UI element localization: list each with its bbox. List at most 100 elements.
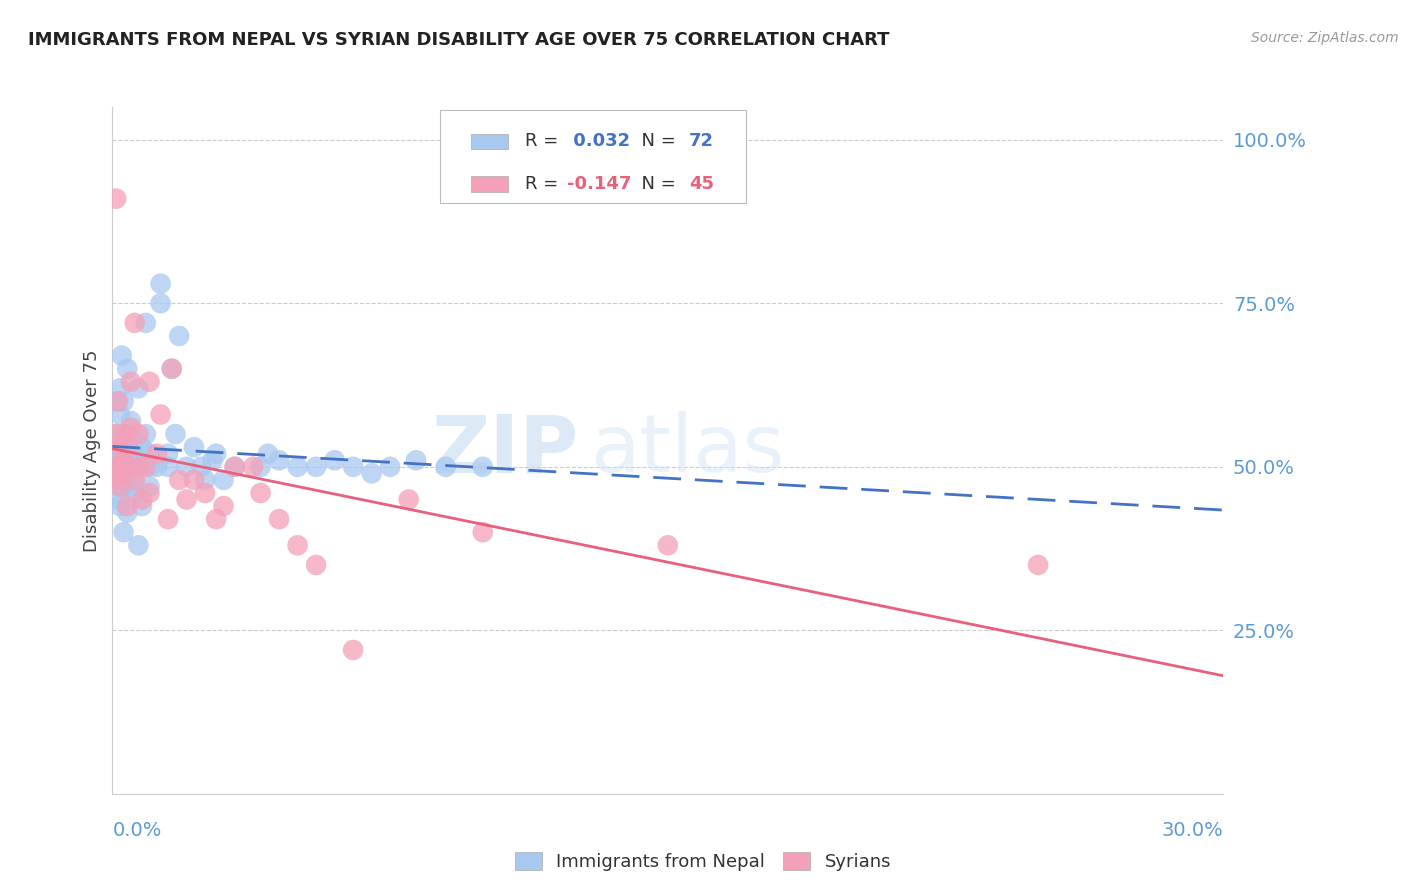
Point xyxy=(104,473,127,487)
Point xyxy=(1026,558,1049,572)
Text: -0.147: -0.147 xyxy=(567,175,631,193)
Point xyxy=(176,492,198,507)
Point xyxy=(124,316,146,330)
Text: N =: N = xyxy=(630,175,682,193)
Text: N =: N = xyxy=(630,132,682,151)
Point xyxy=(107,467,129,481)
Point xyxy=(131,440,153,454)
Point xyxy=(112,394,135,409)
Point xyxy=(117,427,139,442)
Point xyxy=(190,459,212,474)
Point xyxy=(127,427,149,442)
Point xyxy=(323,453,346,467)
Point xyxy=(120,420,142,434)
Point xyxy=(194,486,217,500)
Point xyxy=(176,459,198,474)
Point xyxy=(657,538,679,552)
Point xyxy=(105,473,128,487)
Point xyxy=(146,447,169,461)
Point xyxy=(167,473,190,487)
Point xyxy=(108,408,131,422)
Point xyxy=(135,427,157,442)
Point xyxy=(108,492,131,507)
Point xyxy=(117,506,139,520)
Point xyxy=(105,394,128,409)
Point xyxy=(149,296,172,310)
Point xyxy=(157,459,180,474)
Point xyxy=(149,277,172,291)
Point xyxy=(165,427,187,442)
Point xyxy=(103,459,125,474)
Point xyxy=(360,467,382,481)
Point xyxy=(157,447,180,461)
Point xyxy=(117,499,139,513)
Point xyxy=(112,427,135,442)
Point xyxy=(194,473,217,487)
Point xyxy=(342,643,364,657)
Point xyxy=(212,473,235,487)
Point xyxy=(117,440,139,454)
Point xyxy=(104,427,127,442)
Point xyxy=(127,459,149,474)
Point xyxy=(108,479,131,493)
Text: 72: 72 xyxy=(689,132,714,151)
Point xyxy=(138,447,160,461)
Point xyxy=(287,538,309,552)
Point xyxy=(131,459,153,474)
Point xyxy=(167,329,190,343)
Legend: Immigrants from Nepal, Syrians: Immigrants from Nepal, Syrians xyxy=(508,846,898,879)
Point xyxy=(105,427,128,442)
Y-axis label: Disability Age Over 75: Disability Age Over 75 xyxy=(83,349,101,552)
Point xyxy=(135,459,157,474)
Point xyxy=(117,453,139,467)
Point xyxy=(112,479,135,493)
Point xyxy=(249,459,271,474)
Point xyxy=(405,453,427,467)
Point xyxy=(135,316,157,330)
Point xyxy=(287,459,309,474)
Point xyxy=(160,361,183,376)
Point xyxy=(398,492,420,507)
Point xyxy=(120,459,142,474)
Point xyxy=(146,459,169,474)
Point xyxy=(160,361,183,376)
Point xyxy=(108,459,131,474)
Point xyxy=(117,361,139,376)
Text: R =: R = xyxy=(524,132,564,151)
Point xyxy=(224,459,246,474)
Text: R =: R = xyxy=(524,175,564,193)
FancyBboxPatch shape xyxy=(471,134,508,149)
Point xyxy=(257,447,280,461)
Point xyxy=(108,459,131,474)
Point xyxy=(201,453,224,467)
Point xyxy=(105,453,128,467)
Point xyxy=(471,525,494,540)
Point xyxy=(138,479,160,493)
Point xyxy=(249,486,271,500)
Point xyxy=(105,447,128,461)
Point xyxy=(434,459,457,474)
Point xyxy=(131,499,153,513)
Point xyxy=(110,453,132,467)
Point xyxy=(305,558,328,572)
Point xyxy=(120,447,142,461)
Text: atlas: atlas xyxy=(591,411,785,490)
Text: 45: 45 xyxy=(689,175,714,193)
Point xyxy=(124,434,146,448)
Point xyxy=(120,479,142,493)
Point xyxy=(127,538,149,552)
Point xyxy=(124,486,146,500)
Point xyxy=(305,459,328,474)
Point xyxy=(471,459,494,474)
Point xyxy=(108,440,131,454)
Point xyxy=(107,394,129,409)
Point xyxy=(127,381,149,395)
Point xyxy=(138,486,160,500)
Point xyxy=(149,408,172,422)
FancyBboxPatch shape xyxy=(471,177,508,192)
Point xyxy=(183,473,205,487)
Point xyxy=(108,499,131,513)
Point xyxy=(342,459,364,474)
FancyBboxPatch shape xyxy=(440,111,745,203)
Point xyxy=(120,375,142,389)
